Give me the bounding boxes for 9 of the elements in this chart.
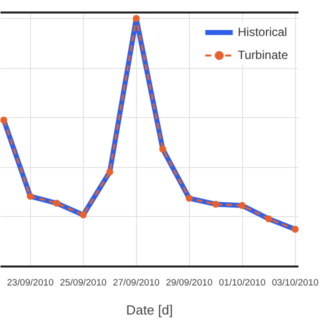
x-tick-label: 25/09/2010 (60, 278, 107, 288)
x-tick-label: 27/09/2010 (112, 278, 160, 288)
x-axis-title: Date [d] (126, 302, 173, 318)
legend-label: Historical (238, 25, 288, 39)
x-tick-label: 03/10/2010 (272, 278, 319, 288)
x-tick-label: 23/09/2010 (6, 278, 54, 288)
x-tick-label: 29/09/2010 (166, 278, 213, 288)
legend-label: Turbinate (238, 48, 288, 62)
x-tick-label: 01/10/2010 (218, 278, 266, 288)
